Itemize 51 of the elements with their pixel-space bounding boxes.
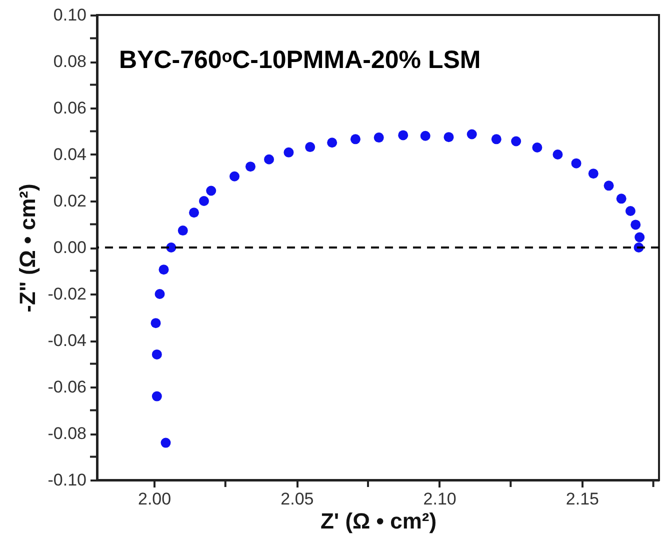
- point: [158, 264, 169, 275]
- point: [154, 289, 165, 299]
- point: [625, 206, 636, 216]
- y-tick-label: -0.08: [48, 424, 86, 443]
- point: [206, 186, 216, 196]
- y-tick-label: -0.06: [48, 378, 86, 396]
- y-axis-title: -Z" (Ω • cm²): [14, 184, 40, 312]
- point: [264, 154, 274, 164]
- x-tick-label: 2.10: [423, 490, 456, 508]
- point: [634, 232, 645, 242]
- y-tick-label: 0.00: [53, 238, 86, 257]
- point: [511, 136, 522, 146]
- x-tick-label: 2.15: [566, 490, 600, 508]
- point: [552, 150, 563, 160]
- point: [305, 142, 316, 152]
- x-axis-title: Z' (Ω • cm²): [320, 508, 437, 534]
- point: [588, 168, 598, 179]
- point: [150, 318, 161, 328]
- point: [198, 196, 209, 206]
- point: [152, 391, 162, 402]
- point: [491, 134, 502, 144]
- y-tick-label: -0.10: [48, 470, 86, 490]
- point: [374, 132, 384, 143]
- point: [350, 134, 360, 144]
- point: [284, 147, 294, 158]
- point: [466, 129, 477, 140]
- point: [245, 162, 256, 172]
- y-tick-label: 0.02: [53, 192, 86, 210]
- y-tick-label: 0.10: [53, 6, 86, 24]
- x-tick-label: 2.00: [138, 490, 172, 508]
- point: [230, 171, 240, 182]
- annotation: BYC-760ᵒC-10PMMA-20% LSM: [119, 46, 481, 74]
- point: [188, 208, 199, 218]
- point: [398, 130, 408, 140]
- y-tick-label: 0.04: [53, 145, 86, 164]
- point: [630, 220, 641, 230]
- point: [571, 158, 582, 168]
- y-tick-label: -0.04: [48, 331, 86, 350]
- point: [532, 142, 542, 153]
- point: [152, 349, 162, 360]
- point: [444, 132, 454, 142]
- point: [616, 194, 626, 204]
- y-tick-label: -0.02: [48, 284, 86, 304]
- point: [178, 226, 188, 236]
- point: [604, 180, 614, 191]
- y-tick-label: 0.06: [53, 98, 86, 118]
- point: [420, 130, 430, 141]
- x-tick-label: 2.05: [280, 490, 314, 508]
- point: [160, 438, 171, 448]
- point: [327, 138, 338, 148]
- y-tick-label: 0.08: [53, 52, 86, 71]
